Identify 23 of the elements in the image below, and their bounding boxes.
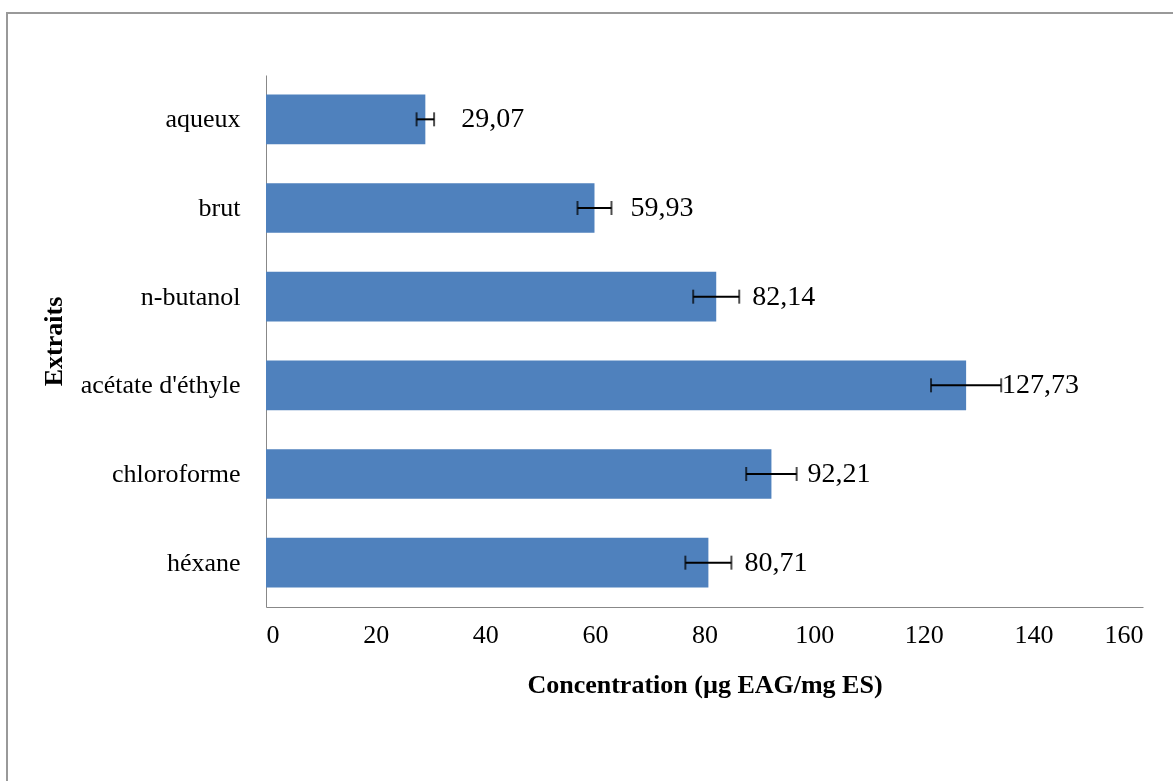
x-tick-label: 60 [582, 619, 609, 649]
data-label: 29,07 [461, 102, 525, 134]
x-tick-label: 140 [1014, 619, 1054, 649]
y-tick-label: brut [198, 193, 242, 222]
data-label: 92,21 [807, 457, 871, 488]
y-axis-title: Extraits [38, 296, 68, 387]
x-tick-label: 20 [363, 619, 390, 649]
x-tick-label: 80 [692, 619, 718, 649]
x-axis-title: Concentration (µg EAG/mg ES) [527, 669, 883, 699]
y-tick-label: acétate d'éthyle [80, 370, 241, 400]
x-tick-label: 160 [1104, 619, 1144, 649]
data-label: 80,71 [744, 545, 808, 577]
data-label: 127,73 [1002, 368, 1080, 400]
y-tick-label: héxane [166, 547, 241, 577]
x-tick-label: 120 [904, 619, 944, 649]
x-tick-label: 40 [472, 619, 499, 649]
data-label: 59,93 [630, 191, 694, 222]
x-tick-label: 100 [795, 619, 835, 649]
y-tick-label: n-butanol [140, 281, 241, 311]
y-tick-label: aqueux [165, 104, 241, 134]
data-label: 82,14 [752, 279, 816, 311]
x-tick-label: 0 [266, 619, 280, 649]
y-tick-label: chloroforme [111, 459, 241, 488]
